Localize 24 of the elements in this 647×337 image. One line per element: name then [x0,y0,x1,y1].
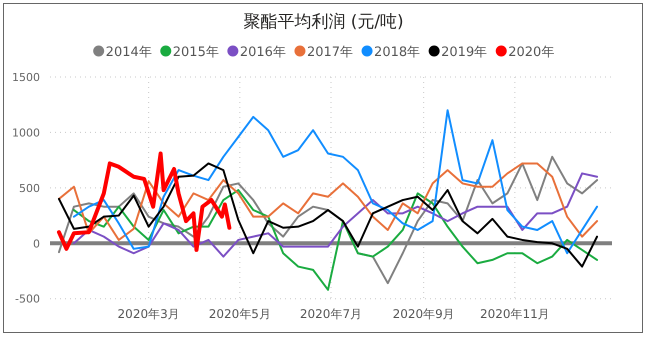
legend-label: 2018年 [374,45,420,60]
chart-title: 聚酯平均利润 (元/吨) [243,12,404,32]
y-tick-label: 0 [33,237,40,250]
x-tick-label: 2020年7月 [300,307,362,321]
line-series [72,109,598,254]
y-tick-label: 1000 [12,126,40,140]
x-tick-label: 2020年3月 [118,307,180,321]
y-tick-label: 1500 [12,71,40,84]
legend-label: 2019年 [441,45,488,60]
y-tick-label: 500 [19,182,40,195]
legend-label: 2020年 [508,45,554,60]
line-series [58,162,598,241]
x-tick-label: 2020年11月 [480,307,550,321]
legend-label: 2016年 [240,45,286,60]
legend-label: 2014年 [106,45,152,60]
line-series [72,172,598,258]
line-series [58,162,598,268]
line-series [56,151,232,252]
x-tick-label: 2020年9月 [392,307,455,321]
y-tick-label: -500 [15,292,40,306]
legend-label: 2015年 [172,45,219,60]
legend-label: 2017年 [306,45,354,60]
x-tick-label: 2020年5月 [208,307,271,321]
line-series [72,189,598,291]
